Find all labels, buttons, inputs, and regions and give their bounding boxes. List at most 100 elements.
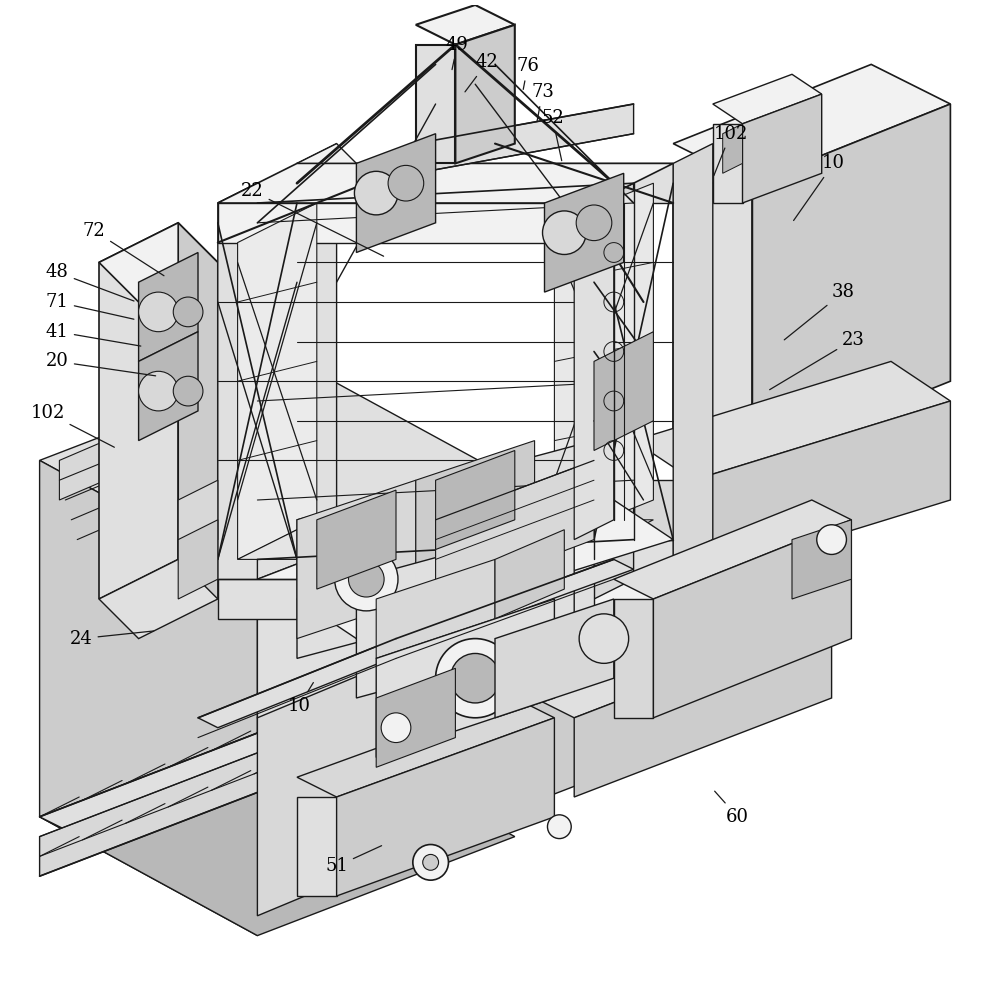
Text: 41: 41 — [46, 323, 141, 346]
Polygon shape — [713, 124, 742, 203]
Text: 72: 72 — [83, 222, 164, 276]
Polygon shape — [416, 441, 535, 599]
Polygon shape — [673, 183, 752, 460]
Polygon shape — [218, 203, 594, 243]
Text: 10: 10 — [287, 683, 314, 715]
Polygon shape — [297, 797, 337, 896]
Polygon shape — [416, 104, 634, 173]
Polygon shape — [178, 520, 218, 599]
Polygon shape — [218, 579, 594, 619]
Polygon shape — [139, 252, 198, 361]
Polygon shape — [455, 25, 515, 163]
Polygon shape — [614, 599, 653, 718]
Polygon shape — [554, 183, 653, 540]
Polygon shape — [297, 144, 337, 559]
Polygon shape — [614, 500, 851, 599]
Polygon shape — [752, 104, 950, 460]
Polygon shape — [40, 460, 257, 936]
Polygon shape — [634, 480, 693, 579]
Polygon shape — [238, 520, 653, 559]
Text: 60: 60 — [715, 791, 749, 826]
Polygon shape — [40, 738, 297, 876]
Polygon shape — [99, 223, 218, 302]
Polygon shape — [495, 579, 832, 718]
Polygon shape — [178, 480, 218, 559]
Polygon shape — [178, 223, 218, 579]
Circle shape — [817, 525, 846, 554]
Circle shape — [139, 292, 178, 332]
Text: 102: 102 — [31, 404, 115, 447]
Polygon shape — [99, 559, 218, 639]
Text: 38: 38 — [784, 283, 855, 340]
Polygon shape — [396, 559, 634, 648]
Text: 76: 76 — [516, 57, 540, 89]
Polygon shape — [436, 460, 594, 599]
Text: 10: 10 — [794, 154, 845, 221]
Text: 42: 42 — [465, 53, 498, 92]
Text: 52: 52 — [542, 109, 563, 161]
Polygon shape — [40, 718, 515, 936]
Polygon shape — [218, 163, 673, 203]
Polygon shape — [40, 718, 337, 837]
Polygon shape — [356, 134, 436, 252]
Polygon shape — [792, 520, 851, 599]
Polygon shape — [544, 173, 624, 292]
Polygon shape — [495, 579, 752, 817]
Polygon shape — [594, 332, 653, 450]
Text: 23: 23 — [769, 331, 865, 390]
Polygon shape — [416, 5, 515, 45]
Circle shape — [173, 376, 203, 406]
Polygon shape — [376, 668, 455, 767]
Circle shape — [579, 614, 629, 663]
Text: 71: 71 — [46, 293, 134, 319]
Polygon shape — [693, 401, 950, 579]
Polygon shape — [297, 441, 594, 658]
Polygon shape — [297, 500, 673, 639]
Polygon shape — [218, 183, 277, 223]
Polygon shape — [40, 361, 515, 579]
Polygon shape — [673, 144, 713, 559]
Polygon shape — [218, 183, 257, 599]
Polygon shape — [257, 579, 495, 817]
Polygon shape — [742, 94, 822, 203]
Text: 20: 20 — [46, 352, 155, 376]
Polygon shape — [257, 480, 752, 678]
Polygon shape — [713, 74, 822, 124]
Circle shape — [436, 639, 515, 718]
Polygon shape — [436, 450, 515, 550]
Circle shape — [381, 713, 411, 743]
Polygon shape — [337, 718, 554, 896]
Polygon shape — [297, 163, 673, 203]
Text: 102: 102 — [714, 125, 747, 176]
Circle shape — [450, 653, 500, 703]
Circle shape — [423, 854, 439, 870]
Polygon shape — [574, 619, 832, 797]
Polygon shape — [495, 530, 564, 619]
Polygon shape — [297, 540, 673, 579]
Polygon shape — [59, 401, 198, 500]
Polygon shape — [574, 183, 614, 540]
Polygon shape — [673, 64, 950, 183]
Polygon shape — [376, 559, 495, 658]
Text: 49: 49 — [446, 36, 469, 70]
Polygon shape — [238, 203, 317, 559]
Circle shape — [354, 171, 398, 215]
Circle shape — [547, 815, 571, 839]
Polygon shape — [634, 361, 950, 480]
Polygon shape — [297, 480, 416, 639]
Text: 24: 24 — [70, 630, 153, 648]
Polygon shape — [99, 223, 178, 599]
Circle shape — [173, 297, 203, 327]
Circle shape — [413, 845, 448, 880]
Polygon shape — [257, 619, 495, 916]
Polygon shape — [376, 599, 554, 757]
Circle shape — [388, 165, 424, 201]
Circle shape — [139, 371, 178, 411]
Circle shape — [348, 561, 384, 597]
Polygon shape — [594, 183, 634, 599]
Text: 22: 22 — [242, 182, 383, 256]
Circle shape — [335, 548, 398, 611]
Circle shape — [576, 205, 612, 241]
Polygon shape — [723, 124, 742, 173]
Polygon shape — [297, 144, 356, 183]
